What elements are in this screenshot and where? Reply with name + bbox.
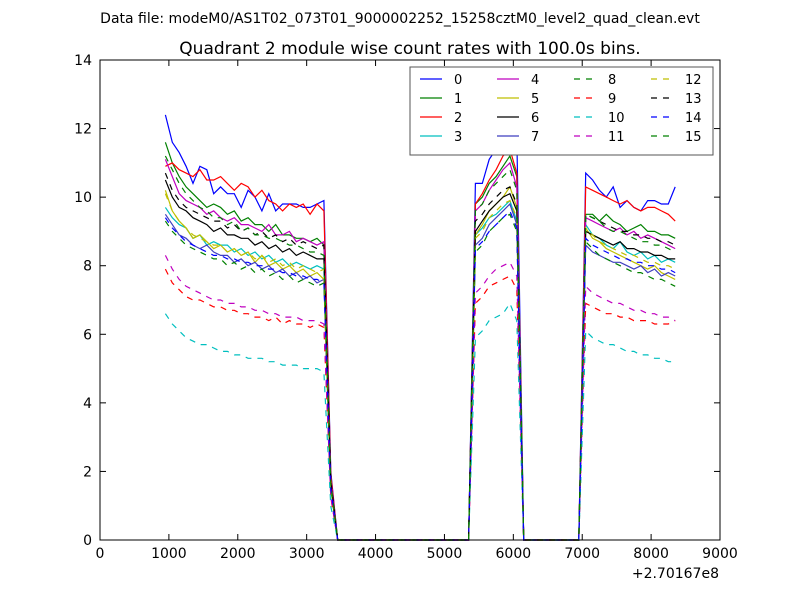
y-tick-label-6: 6: [83, 327, 92, 343]
y-tick-label-12: 12: [74, 122, 92, 138]
plot-lines: [164, 107, 676, 541]
series-line-6: [164, 179, 676, 541]
legend-label-11: 11: [608, 130, 625, 145]
series-line-13: [164, 172, 676, 541]
legend-label-0: 0: [454, 73, 462, 88]
legend-label-14: 14: [685, 111, 702, 126]
x-tick-label-0: 0: [96, 546, 105, 562]
legend-label-8: 8: [608, 73, 616, 88]
legend-label-2: 2: [454, 111, 462, 126]
legend-label-5: 5: [531, 92, 539, 107]
x-offset-label: +2.70167e8: [632, 566, 719, 582]
series-line-11: [164, 255, 676, 541]
x-axis: 0 1000 2000 3000 4000 5000 6000 7000 8000 9000: [96, 60, 738, 562]
legend-label-9: 9: [608, 92, 616, 107]
legend-label-15: 15: [685, 130, 702, 145]
plot-frame: [99, 59, 721, 541]
y-tick-label-0: 0: [83, 533, 92, 549]
x-tick-label-6000: 6000: [496, 546, 532, 562]
legend-label-7: 7: [531, 130, 539, 145]
x-tick-label-3000: 3000: [289, 546, 325, 562]
legend-label-3: 3: [454, 130, 462, 145]
y-tick-label-8: 8: [83, 259, 92, 275]
series-line-15: [164, 155, 676, 541]
x-tick-label-1000: 1000: [151, 546, 187, 562]
series-line-8: [164, 213, 676, 541]
legend-label-1: 1: [454, 92, 462, 107]
legend-label-6: 6: [531, 111, 539, 126]
series-line-0: [164, 107, 676, 541]
y-tick-label-10: 10: [74, 190, 92, 206]
series-line-5: [164, 185, 676, 541]
y-tick-label-14: 14: [74, 53, 92, 69]
series-line-3: [164, 199, 676, 541]
chart-title: Quadrant 2 module wise count rates with …: [179, 39, 640, 59]
y-tick-label-4: 4: [83, 396, 92, 412]
legend-frame: [409, 66, 714, 156]
legend-label-13: 13: [685, 92, 702, 107]
x-tick-label-4000: 4000: [358, 546, 394, 562]
x-tick-label-7000: 7000: [564, 546, 600, 562]
x-tick-label-9000: 9000: [702, 546, 738, 562]
legend-label-12: 12: [685, 73, 702, 88]
series-line-9: [164, 268, 676, 541]
legend-label-10: 10: [608, 111, 625, 126]
series-line-2: [165, 147, 676, 541]
x-tick-label-5000: 5000: [427, 546, 463, 562]
series-line-4: [164, 159, 676, 541]
figure-supertitle: Data file: modeM0/AS1T02_073T01_90000022…: [100, 11, 700, 27]
series-line-12: [164, 193, 676, 541]
y-tick-label-2: 2: [83, 464, 92, 480]
series-line-10: [164, 302, 676, 541]
x-tick-label-2000: 2000: [220, 546, 256, 562]
legend-label-4: 4: [531, 73, 539, 88]
x-tick-label-8000: 8000: [633, 546, 669, 562]
